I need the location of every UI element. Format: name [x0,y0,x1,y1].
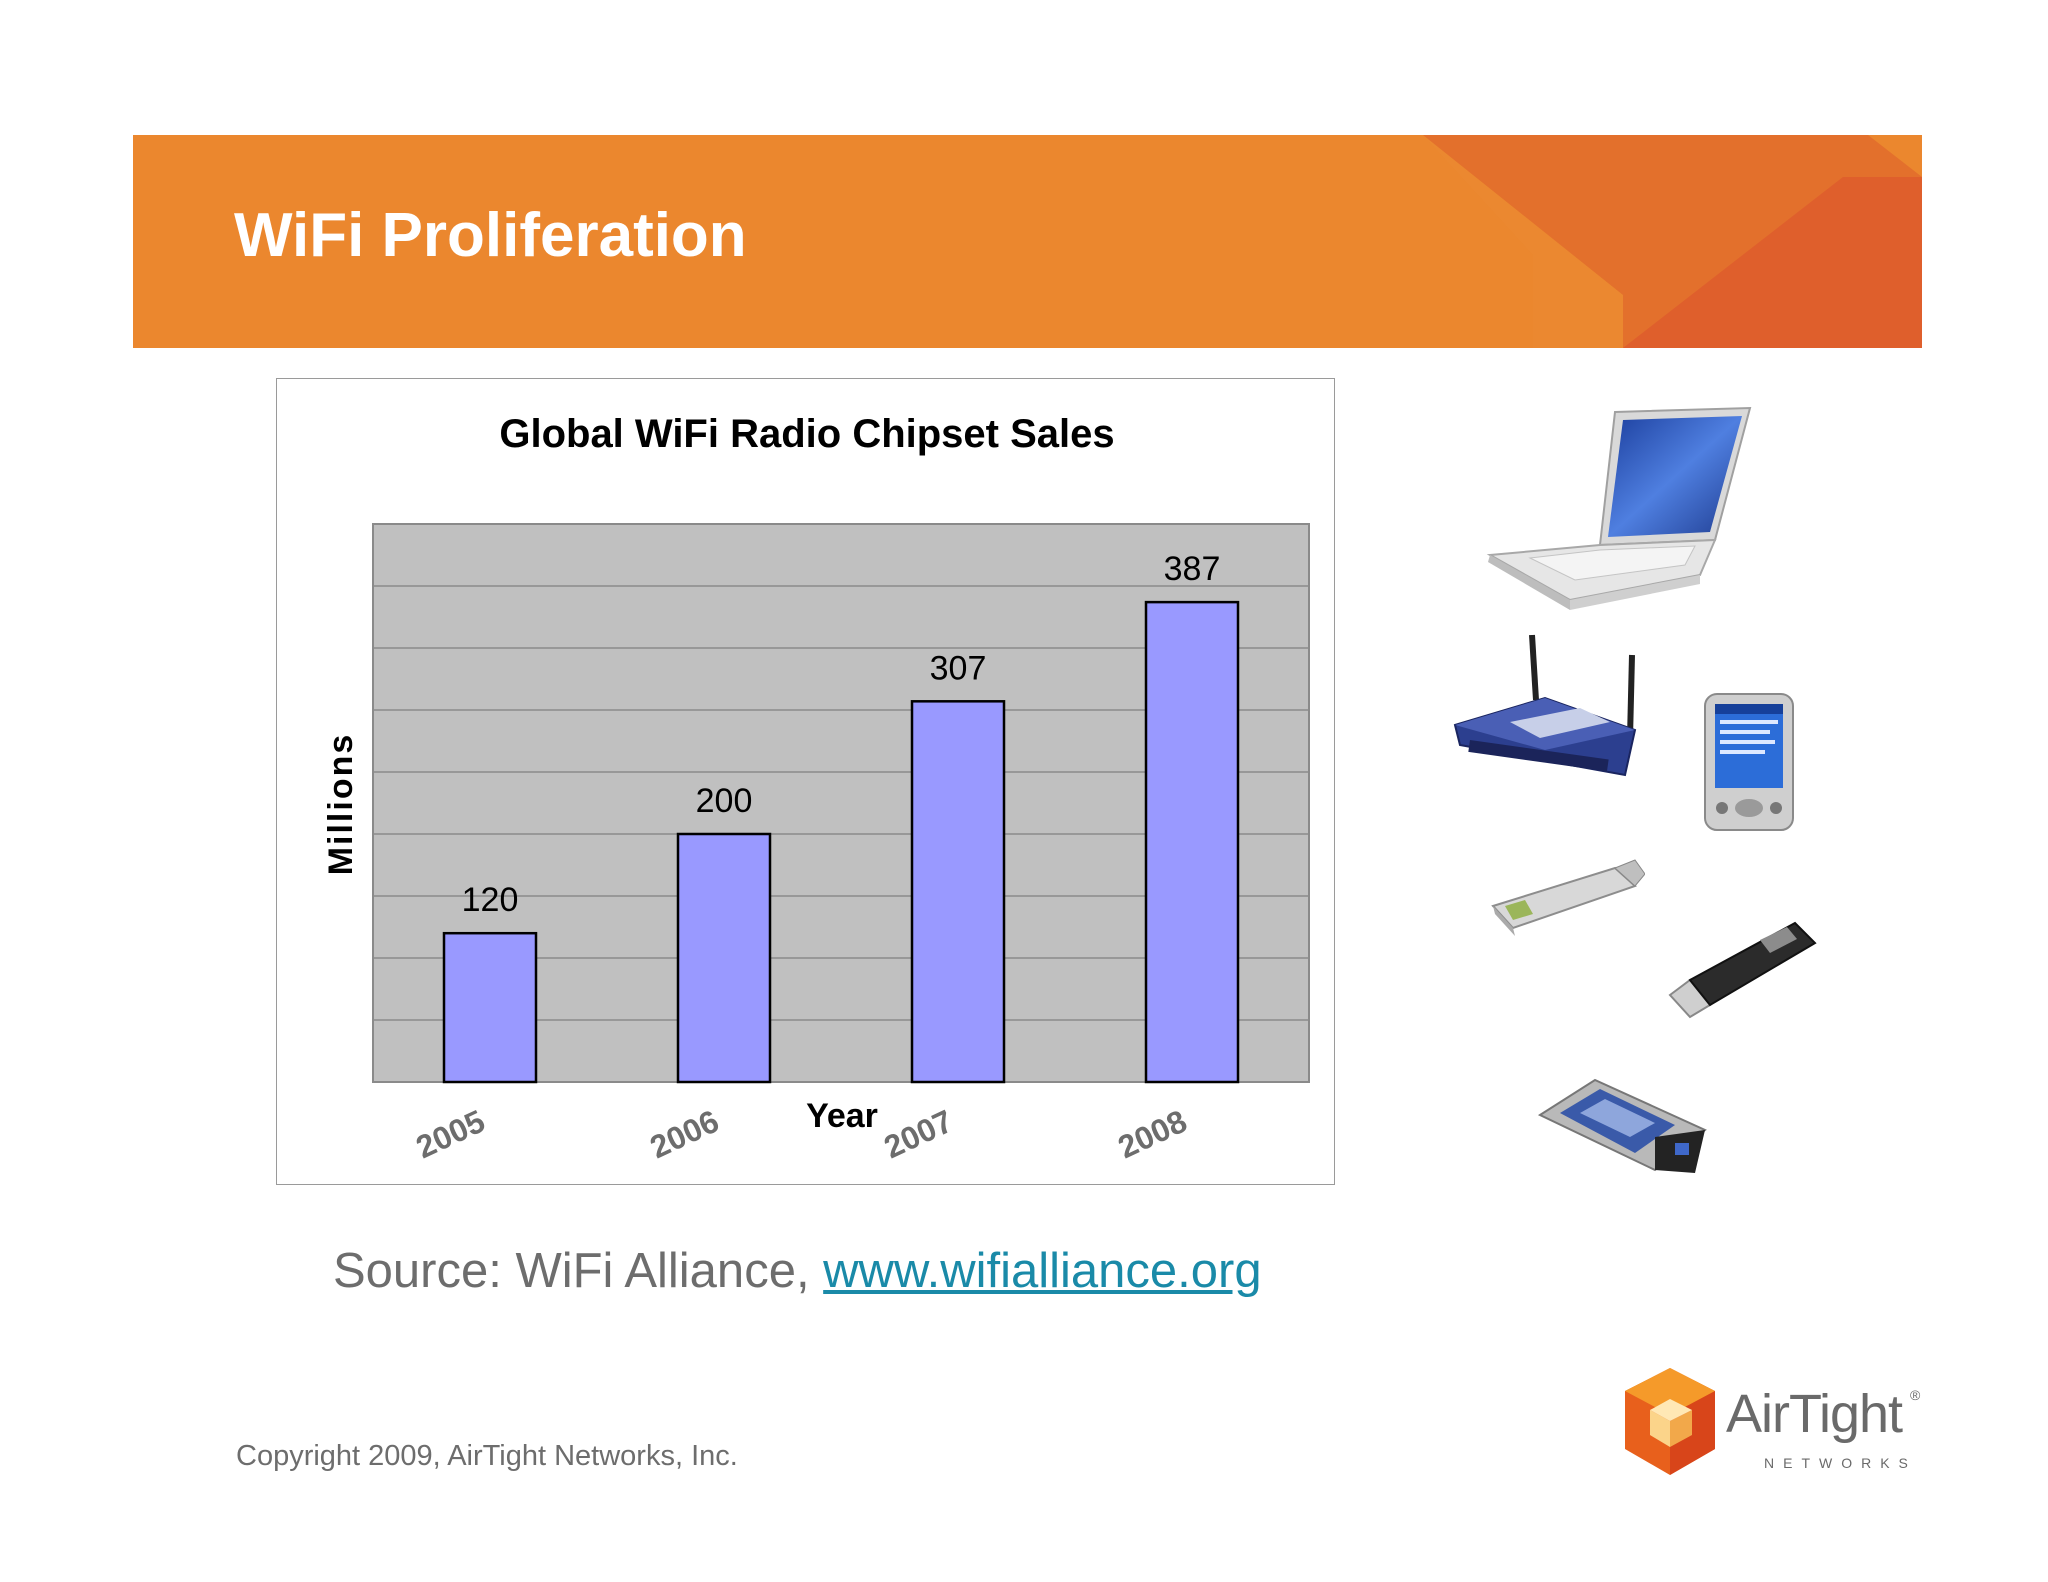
bar-value-label: 200 [696,782,753,820]
slide-title: WiFi Proliferation [234,201,747,270]
source-link[interactable]: www.wifialliance.org [823,1244,1262,1298]
laptop-icon [1486,406,1752,610]
pda-icon [1704,693,1794,831]
bar-value-label: 120 [462,881,519,919]
banner-decoration [1423,135,1922,348]
logo-wordmark: AirTight [1726,1384,1903,1444]
bar-2007 [910,700,1006,1084]
banner-accent-light [1423,135,1623,348]
cube-logo-icon [1625,1368,1715,1475]
bar-chart: Global WiFi Radio Chipset Sales 120 200 30… [322,412,1310,1166]
source-prefix: Source: WiFi Alliance, [333,1244,824,1298]
x-axis-label: Year [806,1097,878,1135]
bar-2008 [1144,600,1240,1084]
x-tick-label: 2008 [1112,1103,1192,1166]
x-tick-labels: 2005 2006 2007 2008 [410,1103,1192,1166]
source-citation: Source: WiFi Alliance, www.wifialliance.… [333,1243,1262,1299]
bars [442,600,1240,1084]
x-tick-label: 2005 [410,1103,490,1166]
logo-registered-mark: ® [1910,1387,1921,1403]
chart-frame: Global WiFi Radio Chipset Sales 120 200 30… [276,378,1335,1185]
x-tick-label: 2007 [878,1103,958,1166]
bar-value-labels: 120 200 307 387 [462,550,1221,919]
x-tick-label: 2006 [644,1103,724,1166]
bar-2006 [676,832,772,1084]
usb-wifi-adapter-icon [1491,859,1645,936]
copyright-text: Copyright 2009, AirTight Networks, Inc. [236,1440,738,1472]
title-banner [133,135,1922,348]
bar-2005 [442,931,538,1084]
banner-accent-dark [1623,177,1922,348]
bar-value-label: 307 [930,649,987,687]
airtight-logo: AirTight ® NETWORKS [1620,1365,1920,1485]
pcmcia-wifi-card-icon [1537,1078,1707,1173]
wireless-router-icon [1453,634,1637,777]
usb-flash-drive-icon [1668,921,1817,1019]
chart-title: Global WiFi Radio Chipset Sales [499,412,1114,456]
logo-subtitle: NETWORKS [1764,1455,1917,1471]
y-axis-label: Millions [322,733,360,876]
bar-value-label: 387 [1164,550,1221,588]
